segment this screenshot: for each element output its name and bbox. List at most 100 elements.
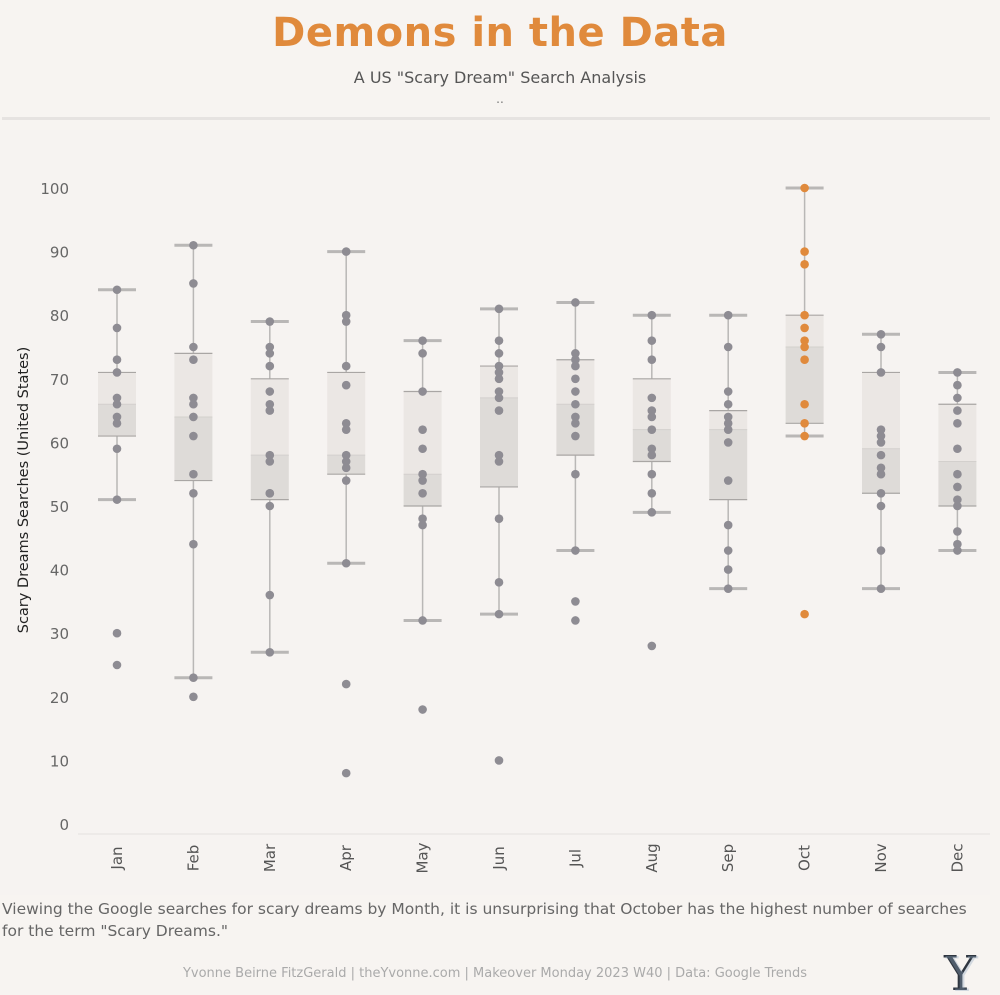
data-point-mar [265, 406, 275, 415]
data-point-feb [189, 393, 198, 403]
data-point-apr [341, 425, 351, 434]
data-point-jun [494, 361, 504, 371]
data-point-sep [723, 387, 733, 396]
data-point-feb [189, 355, 198, 365]
box-jul [556, 300, 595, 553]
data-point-aug [647, 336, 657, 345]
data-point-jul [571, 419, 580, 428]
data-point-jun [494, 578, 504, 587]
data-point-oct [800, 310, 809, 320]
data-point-aug [647, 406, 657, 415]
data-point-nov [876, 546, 886, 555]
data-point-mar [265, 457, 275, 466]
data-point-mar [265, 387, 275, 396]
data-point-jan [112, 495, 122, 504]
data-point-feb [189, 673, 198, 683]
data-point-jun [494, 450, 504, 460]
data-point-oct [800, 609, 809, 619]
data-point-jan [112, 628, 122, 638]
header-divider [2, 117, 990, 120]
data-point-mar [265, 342, 275, 352]
data-point-dec [953, 406, 962, 415]
data-point-aug [647, 469, 657, 479]
y-logo: Y Y [943, 948, 979, 994]
x-tick-label: Apr [337, 844, 355, 871]
data-point-nov [876, 342, 886, 352]
data-point-may [418, 349, 427, 358]
subtitle-ellipsis: .. [496, 92, 504, 106]
y-tick-label: 70 [50, 371, 69, 389]
data-point-sep [723, 425, 733, 434]
data-point-apr [341, 679, 351, 689]
data-point-dec [953, 495, 962, 504]
data-point-apr [341, 380, 351, 390]
box-oct [785, 186, 824, 438]
data-point-sep [723, 419, 733, 428]
data-point-apr [341, 419, 351, 428]
data-point-mar [265, 349, 275, 358]
x-tick-label: May [414, 842, 432, 873]
data-point-oct [800, 183, 809, 193]
data-point-jun [494, 457, 504, 466]
data-point-dec [953, 444, 962, 454]
data-point-may [418, 336, 427, 345]
data-point-jul [571, 546, 580, 555]
data-point-jun [494, 336, 504, 345]
data-point-aug [647, 355, 657, 365]
data-point-mar [265, 488, 275, 498]
data-point-jan [112, 419, 122, 428]
data-point-nov [876, 438, 886, 447]
data-point-feb [189, 279, 198, 288]
data-point-mar [265, 590, 275, 600]
data-point-jun [494, 406, 504, 415]
data-point-jan [112, 368, 122, 377]
data-point-sep [723, 342, 733, 352]
data-point-nov [876, 488, 886, 498]
y-tick-label: 30 [50, 625, 69, 643]
data-point-aug [647, 444, 657, 454]
y-tick-label: 50 [50, 498, 69, 516]
data-point-nov [876, 463, 886, 473]
data-point-dec [953, 380, 962, 390]
data-point-dec [953, 368, 962, 377]
x-tick-label: Dec [948, 843, 966, 872]
data-point-dec [953, 527, 962, 536]
data-point-may [418, 425, 427, 434]
data-point-jan [112, 323, 122, 333]
x-tick-label: Mar [261, 843, 279, 872]
data-point-may [418, 476, 427, 485]
data-point-may [418, 616, 427, 625]
data-point-feb [189, 488, 198, 498]
x-tick-label: Jul [566, 849, 584, 868]
data-point-may [418, 520, 427, 530]
data-point-jul [571, 387, 580, 396]
data-point-oct [800, 260, 809, 269]
data-point-may [418, 514, 427, 524]
data-point-apr [341, 361, 351, 371]
data-point-apr [341, 310, 351, 320]
data-point-dec [953, 419, 962, 428]
x-tick-label: Aug [643, 843, 661, 872]
data-point-jan [112, 399, 122, 409]
data-point-mar [265, 501, 275, 511]
data-point-oct [800, 336, 809, 345]
data-point-jul [571, 469, 580, 479]
x-tick-label: Jun [490, 846, 508, 870]
page-title: Demons in the Data [272, 10, 728, 56]
x-tick-label: Jan [108, 846, 126, 870]
data-point-jun [494, 514, 504, 524]
data-point-jul [571, 298, 580, 307]
data-point-aug [647, 641, 657, 651]
data-point-sep [723, 520, 733, 530]
data-point-mar [265, 317, 275, 326]
data-point-dec [953, 501, 962, 511]
data-point-feb [189, 431, 198, 441]
data-point-aug [647, 425, 657, 434]
data-point-nov [876, 329, 886, 339]
y-tick-label: 20 [50, 689, 69, 707]
data-point-feb [189, 692, 198, 702]
data-point-nov [876, 469, 886, 479]
point-series [112, 183, 962, 778]
data-point-jan [112, 285, 122, 295]
data-point-feb [189, 469, 198, 479]
